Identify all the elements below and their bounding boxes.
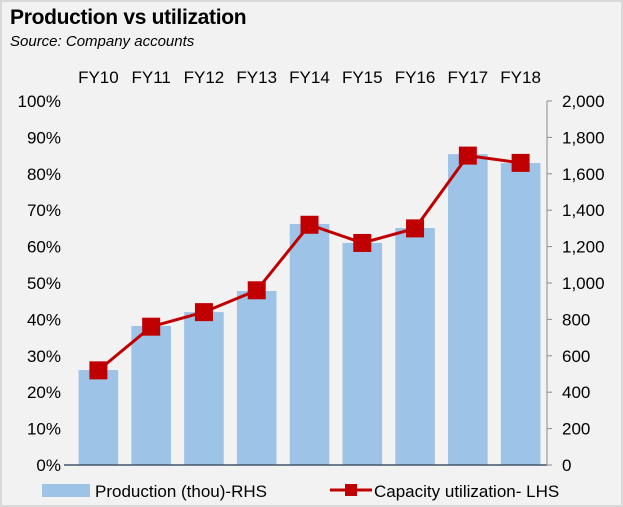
chart-subtitle: Source: Company accounts	[10, 33, 195, 50]
bar-fy13	[236, 291, 277, 465]
x-tick-label: FY16	[395, 68, 436, 87]
legend-swatch-marker-utilization	[345, 484, 357, 496]
right-tick-label: 200	[562, 420, 590, 439]
x-axis-labels: FY10 FY11 FY12 FY13 FY14 FY15 FY16 FY17 FY18	[78, 68, 541, 87]
left-tick-label: 100%	[18, 92, 61, 111]
bar-fy14	[289, 224, 330, 465]
right-tick-label: 1,800	[562, 128, 605, 147]
left-tick-label: 50%	[27, 274, 61, 293]
legend-label-production: Production (thou)-RHS	[95, 482, 267, 501]
left-tick-label: 40%	[27, 310, 61, 329]
right-tick-label: 0	[562, 456, 571, 475]
axes	[64, 100, 552, 466]
marker-fy18	[511, 153, 530, 172]
right-tick-label: 1,000	[562, 274, 605, 293]
marker-fy12	[194, 303, 213, 322]
marker-fy15	[353, 233, 372, 252]
x-tick-label: FY13	[236, 68, 277, 87]
right-tick-label: 800	[562, 310, 590, 329]
marker-fy13	[247, 281, 266, 300]
x-tick-label: FY11	[131, 68, 170, 87]
bar-fy11	[131, 325, 171, 465]
left-tick-label: 10%	[27, 420, 61, 439]
left-tick-label: 90%	[27, 128, 61, 147]
right-axis-labels: 0 200 400 600 800 1,000 1,200 1,400 1,600 1,800 2,…	[562, 92, 605, 475]
marker-fy10	[89, 361, 108, 380]
legend: Production (thou)-RHS Capacity utilizati…	[42, 482, 559, 501]
right-tick-label: 2,000	[562, 92, 605, 111]
bar-series	[78, 154, 541, 466]
marker-fy17	[458, 146, 477, 165]
left-tick-label: 30%	[27, 347, 61, 366]
legend-label-utilization: Capacity utilization- LHS	[374, 482, 559, 501]
right-tick-label: 1,600	[562, 165, 605, 184]
marker-fy14	[300, 215, 319, 234]
left-tick-label: 80%	[27, 165, 61, 184]
legend-swatch-production	[42, 484, 90, 497]
x-tick-label: FY14	[289, 68, 330, 87]
x-tick-label: FY18	[500, 68, 541, 87]
bar-fy16	[395, 228, 435, 465]
right-tick-label: 600	[562, 347, 590, 366]
left-axis-labels: 0% 10% 20% 30% 40% 50% 60% 70% 80% 90% 100%	[18, 92, 61, 475]
chart-title: Production vs utilization	[10, 6, 247, 29]
right-tick-label: 1,400	[562, 201, 605, 220]
right-tick-label: 1,200	[562, 238, 605, 257]
marker-fy11	[142, 317, 161, 336]
line-series	[89, 146, 530, 380]
bar-fy15	[342, 242, 383, 465]
marker-fy16	[406, 219, 425, 238]
x-tick-label: FY17	[448, 68, 489, 87]
left-tick-label: 70%	[27, 201, 61, 220]
bar-fy10	[78, 369, 119, 465]
bar-fy18	[500, 163, 541, 465]
x-tick-label: FY12	[184, 68, 225, 87]
x-tick-label: FY10	[78, 68, 119, 87]
left-tick-label: 20%	[27, 383, 61, 402]
left-tick-label: 60%	[27, 238, 61, 257]
left-tick-label: 0%	[36, 456, 61, 475]
bar-fy17	[448, 154, 488, 466]
bar-fy12	[184, 312, 224, 465]
right-tick-label: 400	[562, 383, 590, 402]
x-tick-label: FY15	[342, 68, 383, 87]
